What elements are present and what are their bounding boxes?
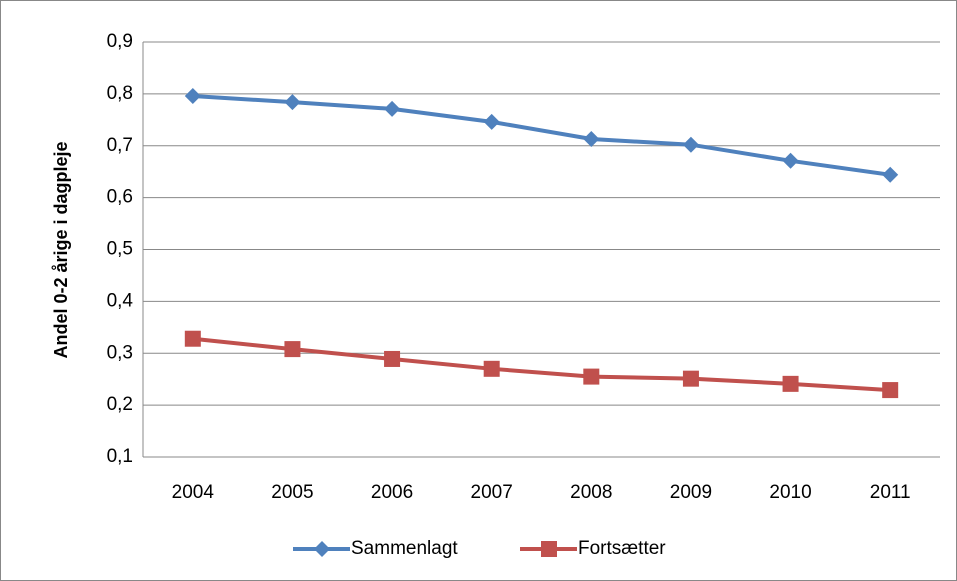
marker bbox=[483, 113, 500, 130]
x-tick-label: 2008 bbox=[570, 482, 612, 503]
marker bbox=[184, 330, 201, 347]
x-tick-label: 2006 bbox=[371, 482, 413, 503]
marker bbox=[882, 382, 899, 399]
marker bbox=[882, 166, 899, 183]
marker bbox=[583, 368, 600, 385]
y-tick-label: 0,7 bbox=[107, 135, 133, 156]
marker bbox=[184, 87, 201, 104]
x-tick-label: 2005 bbox=[271, 482, 313, 503]
legend-label: Sammenlagt bbox=[351, 538, 458, 559]
marker bbox=[583, 131, 600, 148]
marker bbox=[284, 94, 301, 111]
y-tick-label: 0,3 bbox=[107, 342, 133, 363]
y-tick-label: 0,4 bbox=[107, 290, 134, 311]
marker bbox=[782, 152, 799, 169]
marker bbox=[541, 541, 557, 557]
y-tick-label: 0,5 bbox=[107, 239, 133, 260]
marker bbox=[682, 136, 699, 153]
y-tick-label: 0,1 bbox=[107, 446, 133, 467]
marker bbox=[483, 360, 500, 377]
marker bbox=[782, 375, 799, 392]
marker bbox=[284, 341, 301, 358]
series-line bbox=[192, 93, 891, 177]
x-tick-label: 2010 bbox=[769, 482, 811, 503]
series-line bbox=[192, 336, 891, 393]
y-tick-label: 0,8 bbox=[107, 83, 133, 104]
y-tick-label: 0,6 bbox=[107, 187, 133, 208]
marker bbox=[384, 100, 401, 117]
y-axis-label: Andel 0-2 årige i dagpleje bbox=[51, 141, 71, 358]
x-tick-label: 2004 bbox=[172, 482, 215, 503]
x-tick-label: 2007 bbox=[471, 482, 513, 503]
legend-label: Fortsætter bbox=[578, 538, 666, 559]
y-tick-label: 0,9 bbox=[107, 31, 133, 52]
marker bbox=[314, 541, 330, 557]
x-tick-label: 2011 bbox=[870, 482, 911, 503]
marker bbox=[384, 350, 401, 367]
x-tick-label: 2009 bbox=[670, 482, 712, 503]
y-tick-label: 0,2 bbox=[107, 394, 133, 415]
marker bbox=[682, 370, 699, 387]
